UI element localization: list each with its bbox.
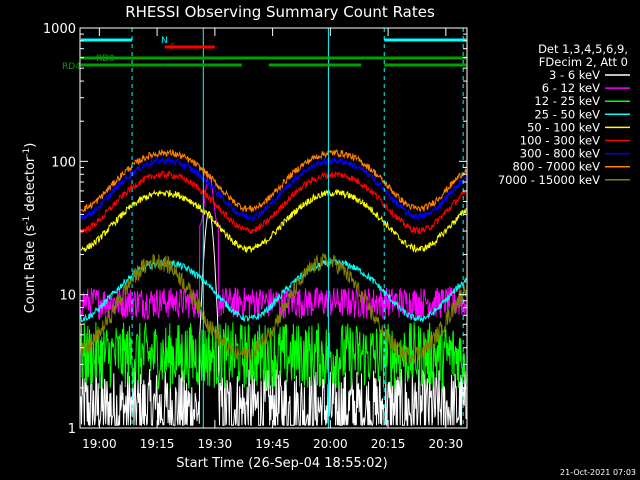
y-tick-label: 1000 bbox=[43, 22, 76, 37]
legend-label-3: 12 - 25 keV bbox=[534, 94, 600, 108]
series-line-1 bbox=[80, 210, 467, 427]
series-line-9 bbox=[80, 253, 467, 365]
legend-label-8: 800 - 7000 keV bbox=[512, 160, 600, 174]
x-tick-label: 19:15 bbox=[140, 437, 175, 451]
legend-header-line-2: FDecim 2, Att 0 bbox=[539, 55, 628, 69]
plot-frame bbox=[79, 27, 468, 429]
legend-label-5: 50 - 100 keV bbox=[527, 120, 600, 134]
series-line-2 bbox=[80, 173, 467, 321]
series-line-3 bbox=[80, 322, 467, 391]
series-line-8 bbox=[80, 148, 467, 213]
legend-label-1: 3 - 6 keV bbox=[549, 68, 600, 82]
x-axis-label: Start Time (26-Sep-04 18:55:02) bbox=[176, 456, 387, 471]
legend-label-6: 100 - 300 keV bbox=[520, 134, 600, 148]
legend-label-4: 25 - 50 keV bbox=[534, 107, 600, 121]
x-tick-label: 20:15 bbox=[371, 437, 406, 451]
series-line-6 bbox=[80, 169, 467, 235]
x-tick-label: 19:45 bbox=[255, 437, 290, 451]
legend-label-7: 300 - 800 keV bbox=[520, 147, 600, 161]
flag-label-n: N bbox=[161, 36, 168, 46]
x-tick-label: 20:30 bbox=[429, 437, 464, 451]
flag-label-rd0: RD0 bbox=[96, 54, 115, 64]
y-tick-label: 1 bbox=[68, 422, 76, 437]
generation-timestamp: 21-Oct-2021 07:03 bbox=[560, 468, 636, 477]
y-tick-label: 100 bbox=[51, 155, 76, 170]
x-tick-label: 20:00 bbox=[313, 437, 348, 451]
legend: Det 1,3,4,5,6,9, FDecim 2, Att 0 3 - 6 k… bbox=[498, 42, 630, 187]
legend-header-line-1: Det 1,3,4,5,6,9, bbox=[538, 42, 628, 56]
series-line-7 bbox=[80, 156, 467, 222]
flag-label-f: F bbox=[170, 43, 175, 53]
legend-label-9: 7000 - 15000 keV bbox=[498, 173, 600, 187]
flag-label-rd4: RD4 bbox=[62, 62, 81, 72]
y-axis-label: Count Rate (s-1 detector-1) bbox=[22, 143, 38, 314]
x-tick-label: 19:30 bbox=[198, 437, 233, 451]
x-tick-label: 19:00 bbox=[82, 437, 117, 451]
series-line-5 bbox=[80, 188, 467, 254]
chart-title: RHESSI Observing Summary Count Rates bbox=[125, 3, 435, 21]
y-tick-label: 10 bbox=[59, 289, 76, 304]
plot-area bbox=[80, 28, 467, 428]
legend-label-2: 6 - 12 keV bbox=[542, 81, 600, 95]
